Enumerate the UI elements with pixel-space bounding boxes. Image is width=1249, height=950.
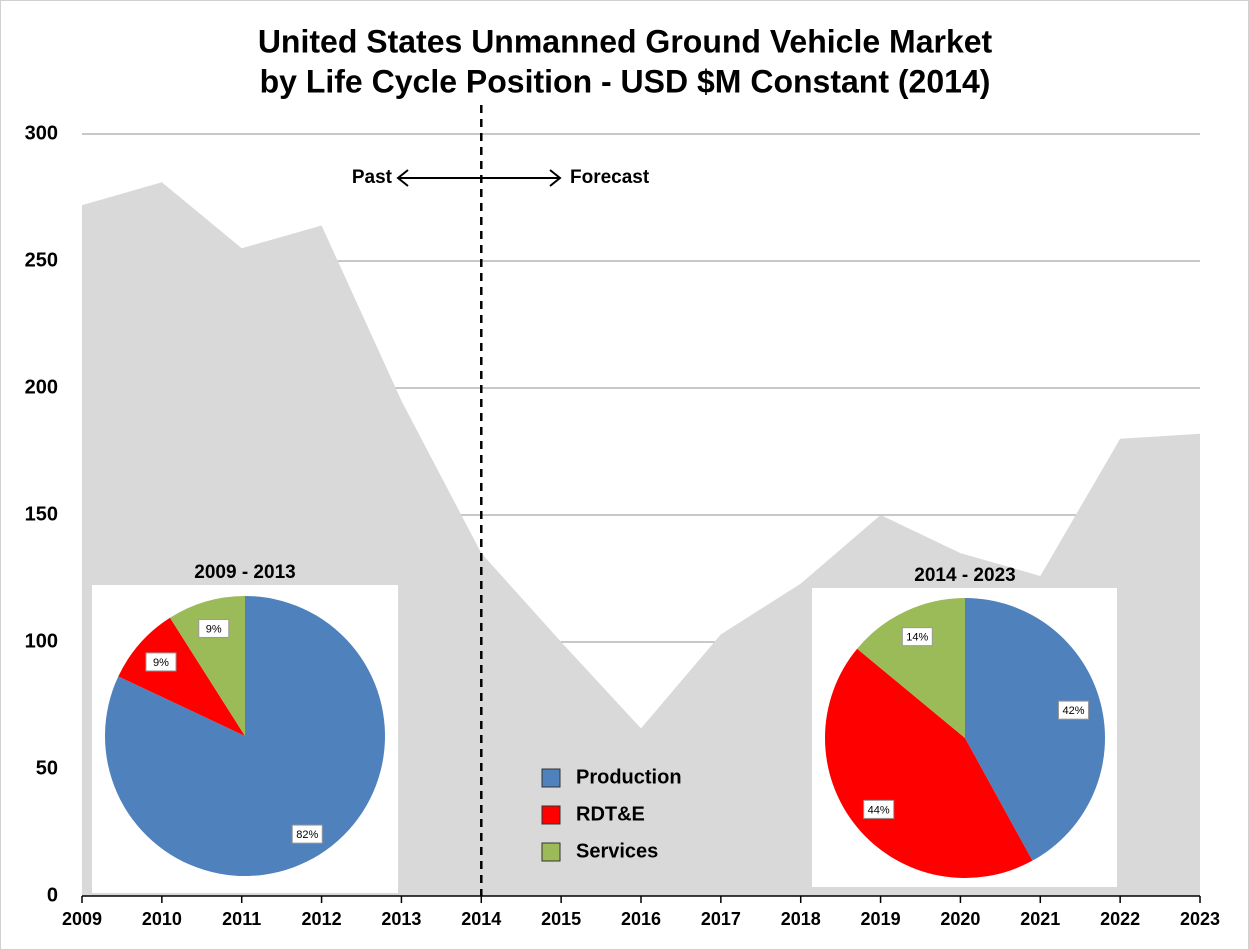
- y-tick-label: 0: [47, 884, 58, 906]
- arrow: [396, 169, 562, 187]
- value-label-box: [291, 824, 323, 844]
- legend-label: RDT&E: [576, 803, 645, 825]
- x-tick-label: 2010: [142, 909, 182, 929]
- x-tick-label: 2016: [621, 909, 661, 929]
- value-label-box: [198, 618, 230, 638]
- value-label-box: [145, 652, 177, 672]
- value-label: 9%: [206, 623, 222, 635]
- pie-slice: [104, 596, 386, 876]
- value-label-box: [863, 799, 895, 819]
- annotation: Forecast: [570, 167, 650, 188]
- x-tick-label: 2019: [861, 909, 901, 929]
- value-label: 44%: [868, 804, 890, 816]
- value-label: 14%: [906, 632, 928, 644]
- y-tick-label: 100: [25, 630, 58, 652]
- y-tick-label: 200: [25, 376, 58, 398]
- legend-swatch: [541, 842, 561, 862]
- y-tick-label: 50: [36, 757, 58, 779]
- pie-title: 2009 - 2013: [194, 562, 295, 583]
- legend-swatch: [541, 768, 561, 788]
- value-label: 9%: [153, 657, 169, 669]
- x-tick-label: 2022: [1100, 909, 1140, 929]
- x-tick-label: 2021: [1020, 909, 1060, 929]
- value-label-box: [1057, 700, 1089, 720]
- pie-title: 2014 - 2023: [914, 565, 1015, 586]
- legend-label: Production: [576, 766, 682, 788]
- x-tick-label: 2011: [222, 909, 261, 929]
- x-tick-label: 2020: [940, 909, 980, 929]
- x-tick-label: 2013: [381, 909, 421, 929]
- x-tick-label: 2015: [541, 909, 581, 929]
- chart-title: United States Unmanned Ground Vehicle Ma…: [258, 23, 993, 59]
- x-tick-label: 2017: [701, 909, 741, 929]
- x-tick-label: 2023: [1180, 909, 1220, 929]
- x-tick-label: 2009: [62, 909, 102, 929]
- y-tick-label: 250: [25, 249, 58, 271]
- chart-title: by Life Cycle Position - USD $M Constant…: [260, 63, 991, 99]
- pie-slice: [118, 617, 245, 736]
- x-tick-label: 2012: [302, 909, 342, 929]
- x-tick-label: 2014: [461, 909, 501, 929]
- pie-slice: [857, 598, 965, 738]
- legend-label: Services: [576, 840, 658, 862]
- pie-slice: [965, 598, 1106, 861]
- x-tick-label: 2018: [781, 909, 821, 929]
- value-label: 82%: [296, 829, 318, 841]
- value-label: 42%: [1062, 705, 1084, 717]
- legend-swatch: [541, 805, 561, 825]
- y-tick-label: 300: [25, 122, 58, 144]
- pie-slice: [824, 648, 1033, 879]
- value-label-box: [901, 627, 933, 647]
- annotation: Past: [352, 167, 393, 188]
- y-tick-label: 150: [25, 503, 58, 525]
